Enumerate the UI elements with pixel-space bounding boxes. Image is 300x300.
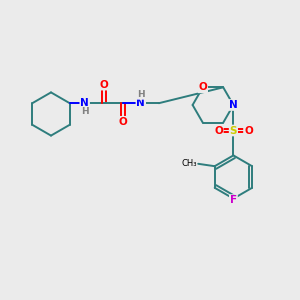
Text: O: O bbox=[244, 125, 253, 136]
Text: O: O bbox=[214, 125, 223, 136]
Text: N: N bbox=[229, 100, 238, 110]
Text: N: N bbox=[136, 98, 145, 108]
Text: H: H bbox=[81, 107, 88, 116]
Text: O: O bbox=[100, 80, 109, 90]
Text: N: N bbox=[80, 98, 89, 108]
Text: O: O bbox=[118, 117, 127, 127]
Text: CH₃: CH₃ bbox=[181, 159, 197, 168]
Text: S: S bbox=[230, 125, 237, 136]
Text: H: H bbox=[137, 90, 145, 99]
Text: O: O bbox=[198, 82, 207, 92]
Text: F: F bbox=[230, 195, 237, 205]
